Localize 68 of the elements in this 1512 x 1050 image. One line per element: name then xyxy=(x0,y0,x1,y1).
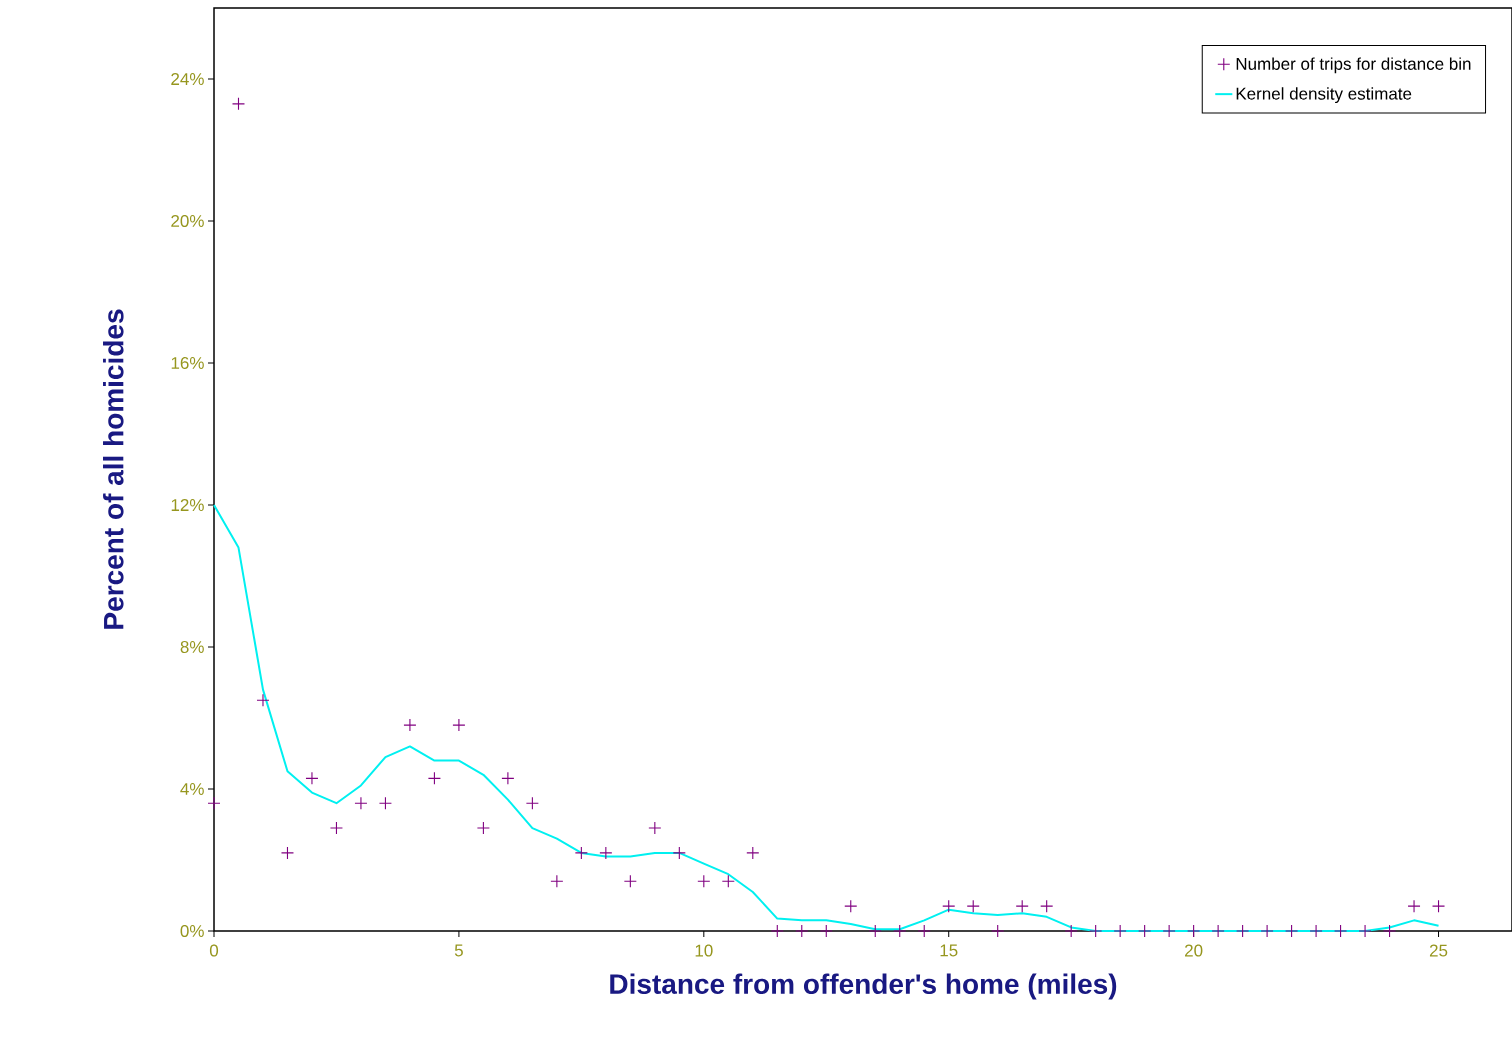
point xyxy=(1309,924,1323,938)
point xyxy=(819,924,833,938)
point xyxy=(550,874,564,888)
legend-label: Kernel density estimate xyxy=(1236,87,1412,104)
point xyxy=(525,796,539,810)
point xyxy=(868,924,882,938)
point xyxy=(1162,924,1176,938)
point xyxy=(1431,899,1446,913)
point xyxy=(354,796,368,810)
point xyxy=(378,796,392,810)
point xyxy=(1358,924,1372,938)
x-tick-label: 0 xyxy=(209,944,219,957)
x-tick-label: 20 xyxy=(1185,944,1203,957)
point xyxy=(672,846,686,860)
point xyxy=(942,899,956,913)
y-tick-label: 12% xyxy=(171,499,204,511)
point xyxy=(1015,899,1029,913)
point xyxy=(1285,924,1299,938)
x-tick-label: 5 xyxy=(454,944,463,957)
point xyxy=(966,899,980,913)
point xyxy=(1407,899,1421,913)
point xyxy=(1040,899,1054,913)
x-tick-label: 10 xyxy=(695,944,713,957)
point xyxy=(1334,924,1348,938)
point xyxy=(207,796,221,810)
point xyxy=(721,874,735,888)
point xyxy=(623,874,637,888)
point xyxy=(1089,924,1103,938)
point xyxy=(893,924,907,938)
point xyxy=(1383,924,1397,938)
legend-label: Number of trips for distance bin xyxy=(1236,57,1471,74)
point xyxy=(256,693,270,707)
y-axis-title: Percent of all homicides xyxy=(103,309,124,629)
point xyxy=(305,771,319,785)
point xyxy=(1211,924,1225,938)
point xyxy=(1113,924,1127,938)
point xyxy=(1138,924,1152,938)
y-tick-label: 20% xyxy=(171,214,204,228)
point xyxy=(599,846,613,860)
point xyxy=(329,821,344,835)
point xyxy=(795,924,809,938)
y-tick-label: 0% xyxy=(180,924,204,938)
point xyxy=(770,924,784,938)
point xyxy=(991,924,1005,938)
point xyxy=(280,846,295,860)
point xyxy=(574,846,588,860)
y-tick-label: 16% xyxy=(171,356,204,370)
point xyxy=(917,924,931,938)
point xyxy=(1187,924,1201,938)
point xyxy=(1064,924,1078,938)
x-tick-label: 15 xyxy=(940,944,958,957)
point xyxy=(476,821,490,835)
point xyxy=(844,899,858,913)
y-tick-label: 4% xyxy=(180,783,204,795)
point xyxy=(231,97,246,111)
x-tick-label: 25 xyxy=(1429,944,1448,957)
y-tick-label: 8% xyxy=(180,640,204,654)
point xyxy=(697,874,711,888)
point xyxy=(1236,924,1250,938)
y-tick-label: 24% xyxy=(171,73,204,85)
point xyxy=(648,821,662,835)
point xyxy=(501,771,515,785)
point xyxy=(427,771,441,785)
point xyxy=(746,846,760,860)
x-axis-title: Distance from offender's home (miles) xyxy=(610,973,1117,1000)
point xyxy=(403,718,417,732)
point xyxy=(1260,924,1274,938)
point xyxy=(452,718,466,732)
